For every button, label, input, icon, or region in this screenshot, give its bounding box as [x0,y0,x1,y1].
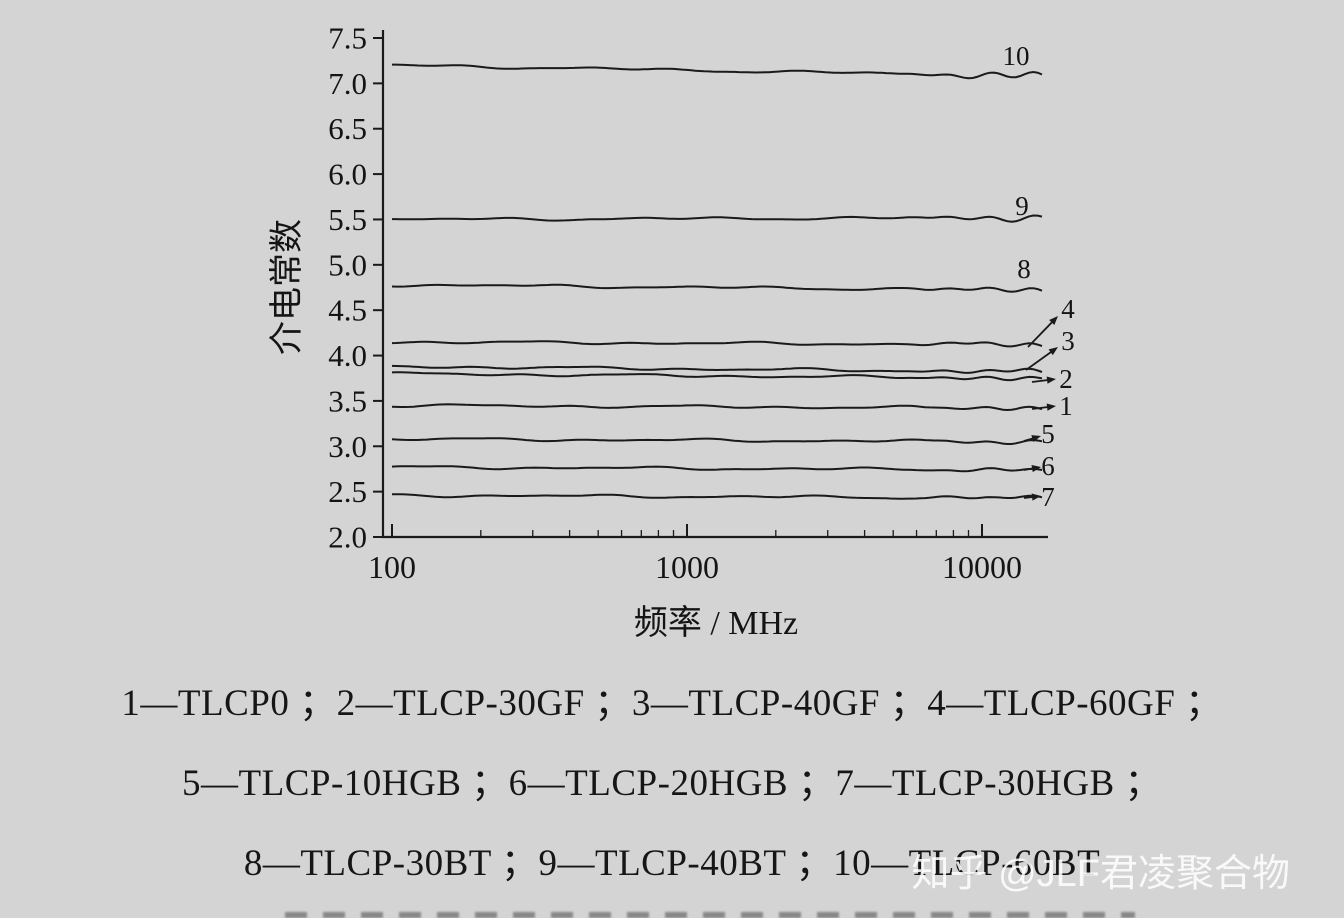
curve-label-6: 6 [1041,451,1055,481]
series-line-3 [391,364,1043,374]
series-line-10 [392,63,1043,80]
y-tick-label: 2.5 [328,474,367,509]
label-arrowhead [1048,347,1058,356]
x-tick-label: 100 [368,549,416,585]
caption-line-2: 5—TLCP-10HGB ；6—TLCP-20HGB ；7—TLCP-30HGB… [182,763,1162,804]
curve-label-9: 9 [1015,191,1029,221]
y-tick-label: 4.0 [328,338,367,373]
curve-label-8: 8 [1017,254,1031,284]
series-line-5 [391,437,1043,445]
y-tick-label: 4.5 [328,293,367,328]
series-line-2 [391,371,1043,382]
label-arrowhead [1031,435,1041,442]
y-tick-label: 6.0 [328,157,367,192]
x-tick-label: 1000 [655,549,719,585]
series-line-4 [391,340,1043,348]
series-line-6 [391,465,1043,473]
label-arrowhead [1046,403,1056,411]
curve-label-5: 5 [1041,419,1055,449]
cropped-text-fragment [285,912,1135,918]
series-line-9 [392,214,1043,223]
label-arrow [1031,405,1051,410]
label-arrowhead [1031,465,1041,473]
y-tick-label: 5.0 [328,247,367,282]
curve-label-10: 10 [1003,41,1030,71]
series-line-7 [392,493,1043,500]
y-tick-label: 5.5 [328,202,367,237]
label-arrowhead [1049,316,1058,325]
y-tick-label: 7.0 [328,66,367,101]
y-tick-label: 2.0 [328,520,367,555]
y-tick-label: 3.0 [328,429,367,464]
label-arrowhead [1046,376,1056,384]
label-arrow [1025,349,1054,371]
caption-line-3: 8—TLCP-30BT ；9—TLCP-40BT ；10—TLCP-60BT [243,843,1101,884]
caption-line-1: 1—TLCP0 ；2—TLCP-30GF ；3—TLCP-40GF ；4—TLC… [121,683,1223,724]
series-line-1 [391,403,1043,412]
x-tick-label: 10000 [942,549,1022,585]
chart-axes: 2.0 2.5 3.0 3.5 4.0 4.5 5.0 5.5 6.0 6.5 7.0 7.5 100 1… [328,21,1048,585]
dielectric-chart: 2.0 2.5 3.0 3.5 4.0 4.5 5.0 5.5 6.0 6.5 7.0 7.5 100 1… [268,21,1075,643]
curve-label-7: 7 [1041,482,1055,512]
y-tick-label: 3.5 [328,383,367,418]
curve-label-1: 1 [1059,391,1073,421]
series-line-8 [391,283,1043,293]
curve-label-2: 2 [1059,364,1073,394]
y-tick-label: 6.5 [328,111,367,146]
y-axis-label: 介电常数 [268,219,306,355]
label-arrow [1027,319,1055,348]
y-tick-label: 7.5 [328,21,367,56]
curve-label-3: 3 [1061,326,1075,356]
figure-caption: 1—TLCP0 ；2—TLCP-30GF ；3—TLCP-40GF ；4—TLC… [0,664,1344,904]
x-axis-label: 频率 / MHz [634,604,798,642]
axis-lines [381,30,1048,539]
label-arrow [1031,378,1051,383]
curve-label-4: 4 [1061,294,1075,324]
label-arrowhead [1031,493,1041,501]
zhihu-watermark: 知乎 @JLF君凌聚合物 [911,853,1290,895]
